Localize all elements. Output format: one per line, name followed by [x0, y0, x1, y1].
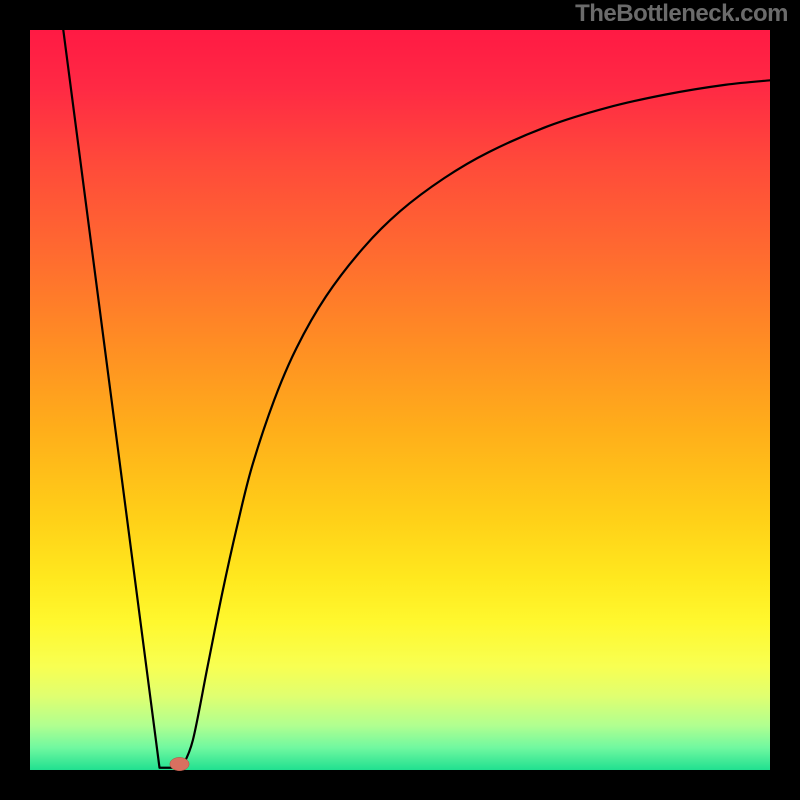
watermark-label: TheBottleneck.com: [575, 0, 788, 28]
optimum-marker: [170, 757, 189, 770]
chart-svg: [0, 0, 800, 800]
bottleneck-chart: TheBottleneck.com: [0, 0, 800, 800]
plot-area: [30, 30, 770, 770]
